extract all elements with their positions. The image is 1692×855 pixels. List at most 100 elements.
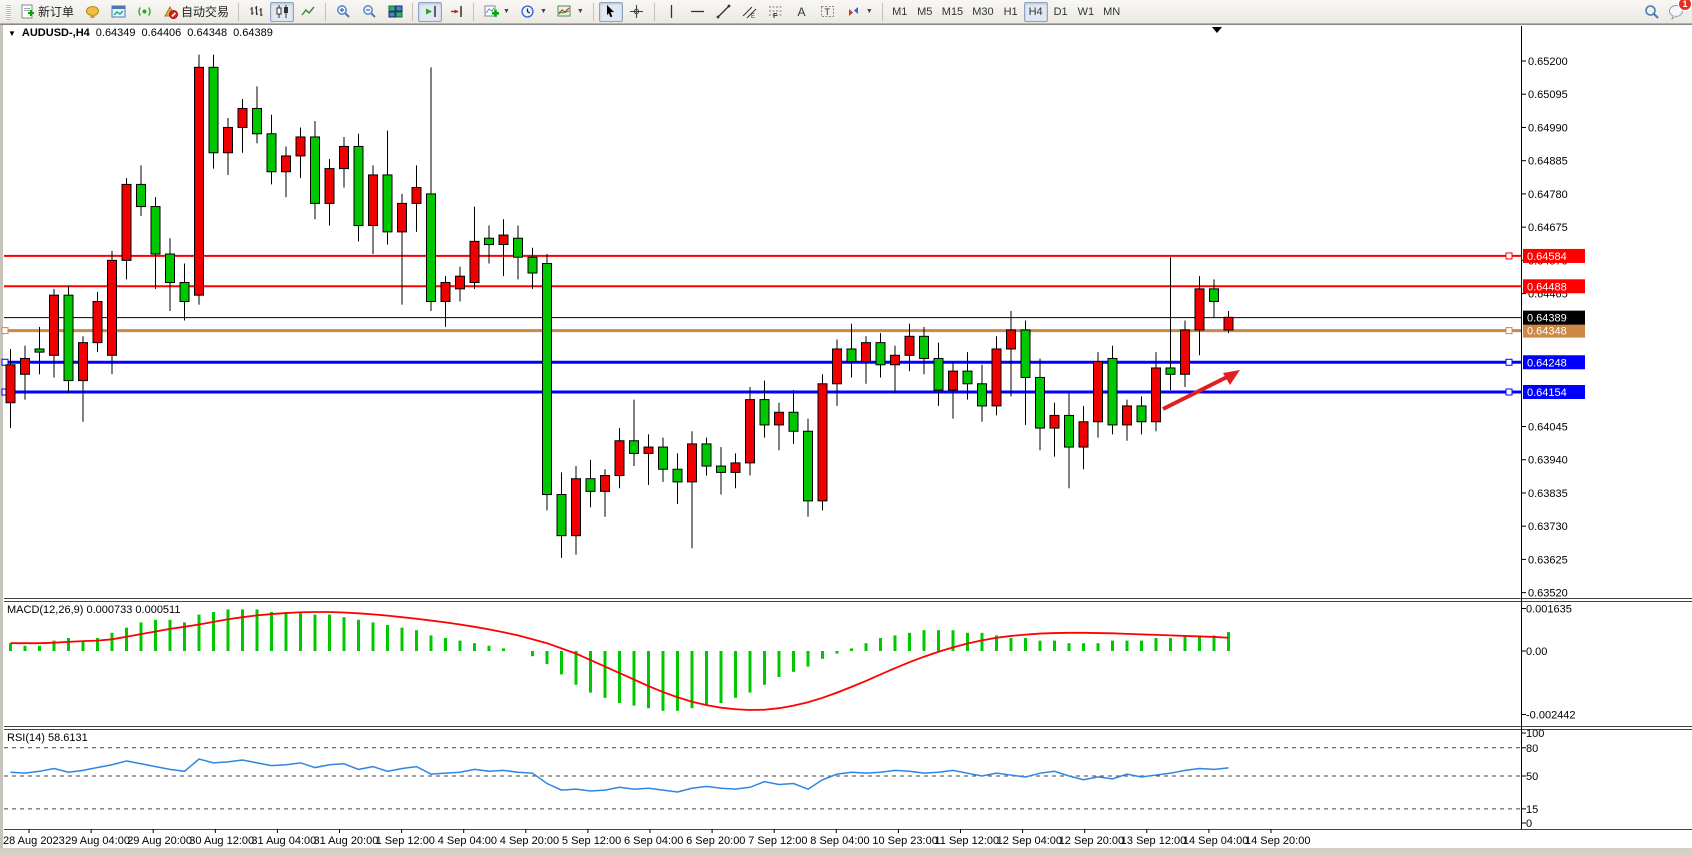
fibonacci-icon: F: [768, 4, 784, 20]
chart-title-bar: ▼ AUDUSD-,H4 0.64349 0.64406 0.64348 0.6…: [8, 27, 273, 39]
svg-text:A: A: [798, 5, 806, 19]
candlestick-chart-button[interactable]: [270, 1, 295, 22]
svg-text:0.63625: 0.63625: [1528, 554, 1568, 566]
ohlc-high: 0.64406: [141, 27, 182, 39]
tile-windows-button[interactable]: [383, 2, 407, 22]
new-order-label: 新订单: [38, 5, 75, 19]
fibonacci-button[interactable]: F: [764, 2, 788, 22]
svg-text:-0.002442: -0.002442: [1526, 709, 1576, 721]
svg-text:0.65095: 0.65095: [1528, 89, 1568, 101]
search-button[interactable]: [1640, 2, 1664, 22]
auto-trading-button[interactable]: 自动交易: [158, 2, 233, 22]
svg-text:50: 50: [1526, 771, 1538, 783]
bar-chart-icon: [248, 4, 264, 20]
arrows-button[interactable]: ▼: [842, 2, 877, 22]
svg-text:15: 15: [1526, 804, 1538, 816]
horizontal-line-button[interactable]: [686, 2, 710, 22]
svg-text:E: E: [751, 14, 755, 19]
svg-text:30 Aug 12:00: 30 Aug 12:00: [189, 835, 254, 847]
lamp-button[interactable]: [80, 2, 104, 22]
new-order-button[interactable]: 新订单: [15, 2, 78, 22]
indicators-icon: [483, 4, 499, 20]
svg-text:12 Sep 20:00: 12 Sep 20:00: [1059, 835, 1124, 847]
notifications-button[interactable]: 1: [1664, 0, 1692, 22]
equidistant-channel-button[interactable]: E: [738, 2, 762, 22]
trendline-button[interactable]: [712, 2, 736, 22]
svg-text:10 Sep 23:00: 10 Sep 23:00: [872, 835, 937, 847]
svg-text:29 Aug 20:00: 29 Aug 20:00: [127, 835, 192, 847]
text-button[interactable]: A: [790, 2, 814, 22]
text-icon: A: [794, 4, 810, 20]
toolbar-separator: [592, 2, 594, 21]
crosshair-button[interactable]: [625, 2, 649, 22]
svg-text:5 Sep 12:00: 5 Sep 12:00: [562, 835, 621, 847]
tile-windows-icon: [387, 4, 403, 20]
svg-text:F: F: [773, 13, 778, 19]
search-icon: [1644, 4, 1660, 20]
timeframe-mn-button[interactable]: MN: [1099, 2, 1124, 22]
crosshair-icon: [629, 4, 645, 20]
text-label-button[interactable]: T: [816, 2, 840, 22]
timeframe-m1-button[interactable]: M1: [888, 2, 912, 22]
periods-clock-icon: [520, 4, 536, 20]
svg-text:0.63940: 0.63940: [1528, 455, 1568, 467]
svg-text:80: 80: [1526, 743, 1538, 755]
svg-text:6 Sep 04:00: 6 Sep 04:00: [624, 835, 683, 847]
bar-shift-marker-icon: [1212, 27, 1222, 33]
chart-shift-icon: [448, 4, 464, 20]
timeframe-h1-button[interactable]: H1: [999, 2, 1023, 22]
indicators-button[interactable]: ▼: [479, 2, 514, 22]
trend-arrow-annotation[interactable]: [1162, 374, 1230, 411]
periods-button[interactable]: ▼: [516, 2, 551, 22]
line-chart-button[interactable]: [296, 2, 320, 22]
arrows-icon: [846, 4, 862, 20]
svg-text:0.64348: 0.64348: [1527, 326, 1567, 338]
svg-text:0.64780: 0.64780: [1528, 189, 1568, 201]
vertical-line-button[interactable]: [660, 2, 684, 22]
auto-trading-icon: [162, 4, 178, 20]
svg-text:0.63730: 0.63730: [1528, 521, 1568, 533]
svg-text:13 Sep 12:00: 13 Sep 12:00: [1121, 835, 1186, 847]
zoom-out-icon: [361, 4, 377, 20]
ohlc-close: 0.64389: [233, 27, 273, 39]
notification-badge: 1: [1678, 0, 1692, 11]
text-label-icon: T: [820, 4, 836, 20]
svg-text:14 Sep 04:00: 14 Sep 04:00: [1183, 835, 1248, 847]
timeframe-m5-button[interactable]: M5: [913, 2, 937, 22]
chart-shift-button[interactable]: [444, 2, 468, 22]
svg-text:0.00: 0.00: [1526, 646, 1547, 658]
chart-menu-triangle-icon[interactable]: ▼: [8, 28, 16, 38]
ohlc-low: 0.64348: [187, 27, 228, 39]
svg-text:0.64045: 0.64045: [1528, 421, 1568, 433]
zoom-out-button[interactable]: [357, 2, 381, 22]
auto-scroll-button[interactable]: [418, 1, 443, 22]
charts-window-button[interactable]: [106, 2, 130, 22]
zoom-in-button[interactable]: [331, 2, 355, 22]
svg-text:0.65200: 0.65200: [1528, 56, 1568, 68]
svg-text:0.63835: 0.63835: [1528, 488, 1568, 500]
svg-text:28 Aug 2023: 28 Aug 2023: [3, 835, 65, 847]
svg-text:0.64584: 0.64584: [1527, 251, 1567, 263]
timeframe-d1-button[interactable]: D1: [1049, 2, 1073, 22]
svg-text:1 Sep 12:00: 1 Sep 12:00: [376, 835, 435, 847]
templates-button[interactable]: ▼: [553, 2, 588, 22]
bar-chart-button[interactable]: [244, 2, 268, 22]
toolbar-grip[interactable]: [6, 3, 11, 20]
svg-text:0.64389: 0.64389: [1527, 313, 1567, 325]
signal-button[interactable]: [132, 2, 156, 22]
timeframe-h4-button[interactable]: H4: [1023, 1, 1048, 22]
line-chart-icon: [300, 4, 316, 20]
vertical-line-icon: [664, 4, 680, 20]
zoom-in-icon: [335, 4, 351, 20]
timeframe-m30-button[interactable]: M30: [968, 2, 997, 22]
horizontal-line-icon: [690, 4, 706, 20]
cursor-button[interactable]: [598, 1, 623, 22]
svg-text:T: T: [825, 7, 831, 17]
svg-text:31 Aug 04:00: 31 Aug 04:00: [251, 835, 316, 847]
svg-text:0.64990: 0.64990: [1528, 122, 1568, 134]
timeframe-w1-button[interactable]: W1: [1074, 2, 1099, 22]
timeframe-m15-button[interactable]: M15: [938, 2, 967, 22]
timeframe-toolbar: M1 M5 M15 M30 H1 H4 D1 W1 MN: [888, 1, 1124, 22]
svg-text:MACD(12,26,9) 0.000733 0.00051: MACD(12,26,9) 0.000733 0.000511: [7, 604, 180, 616]
